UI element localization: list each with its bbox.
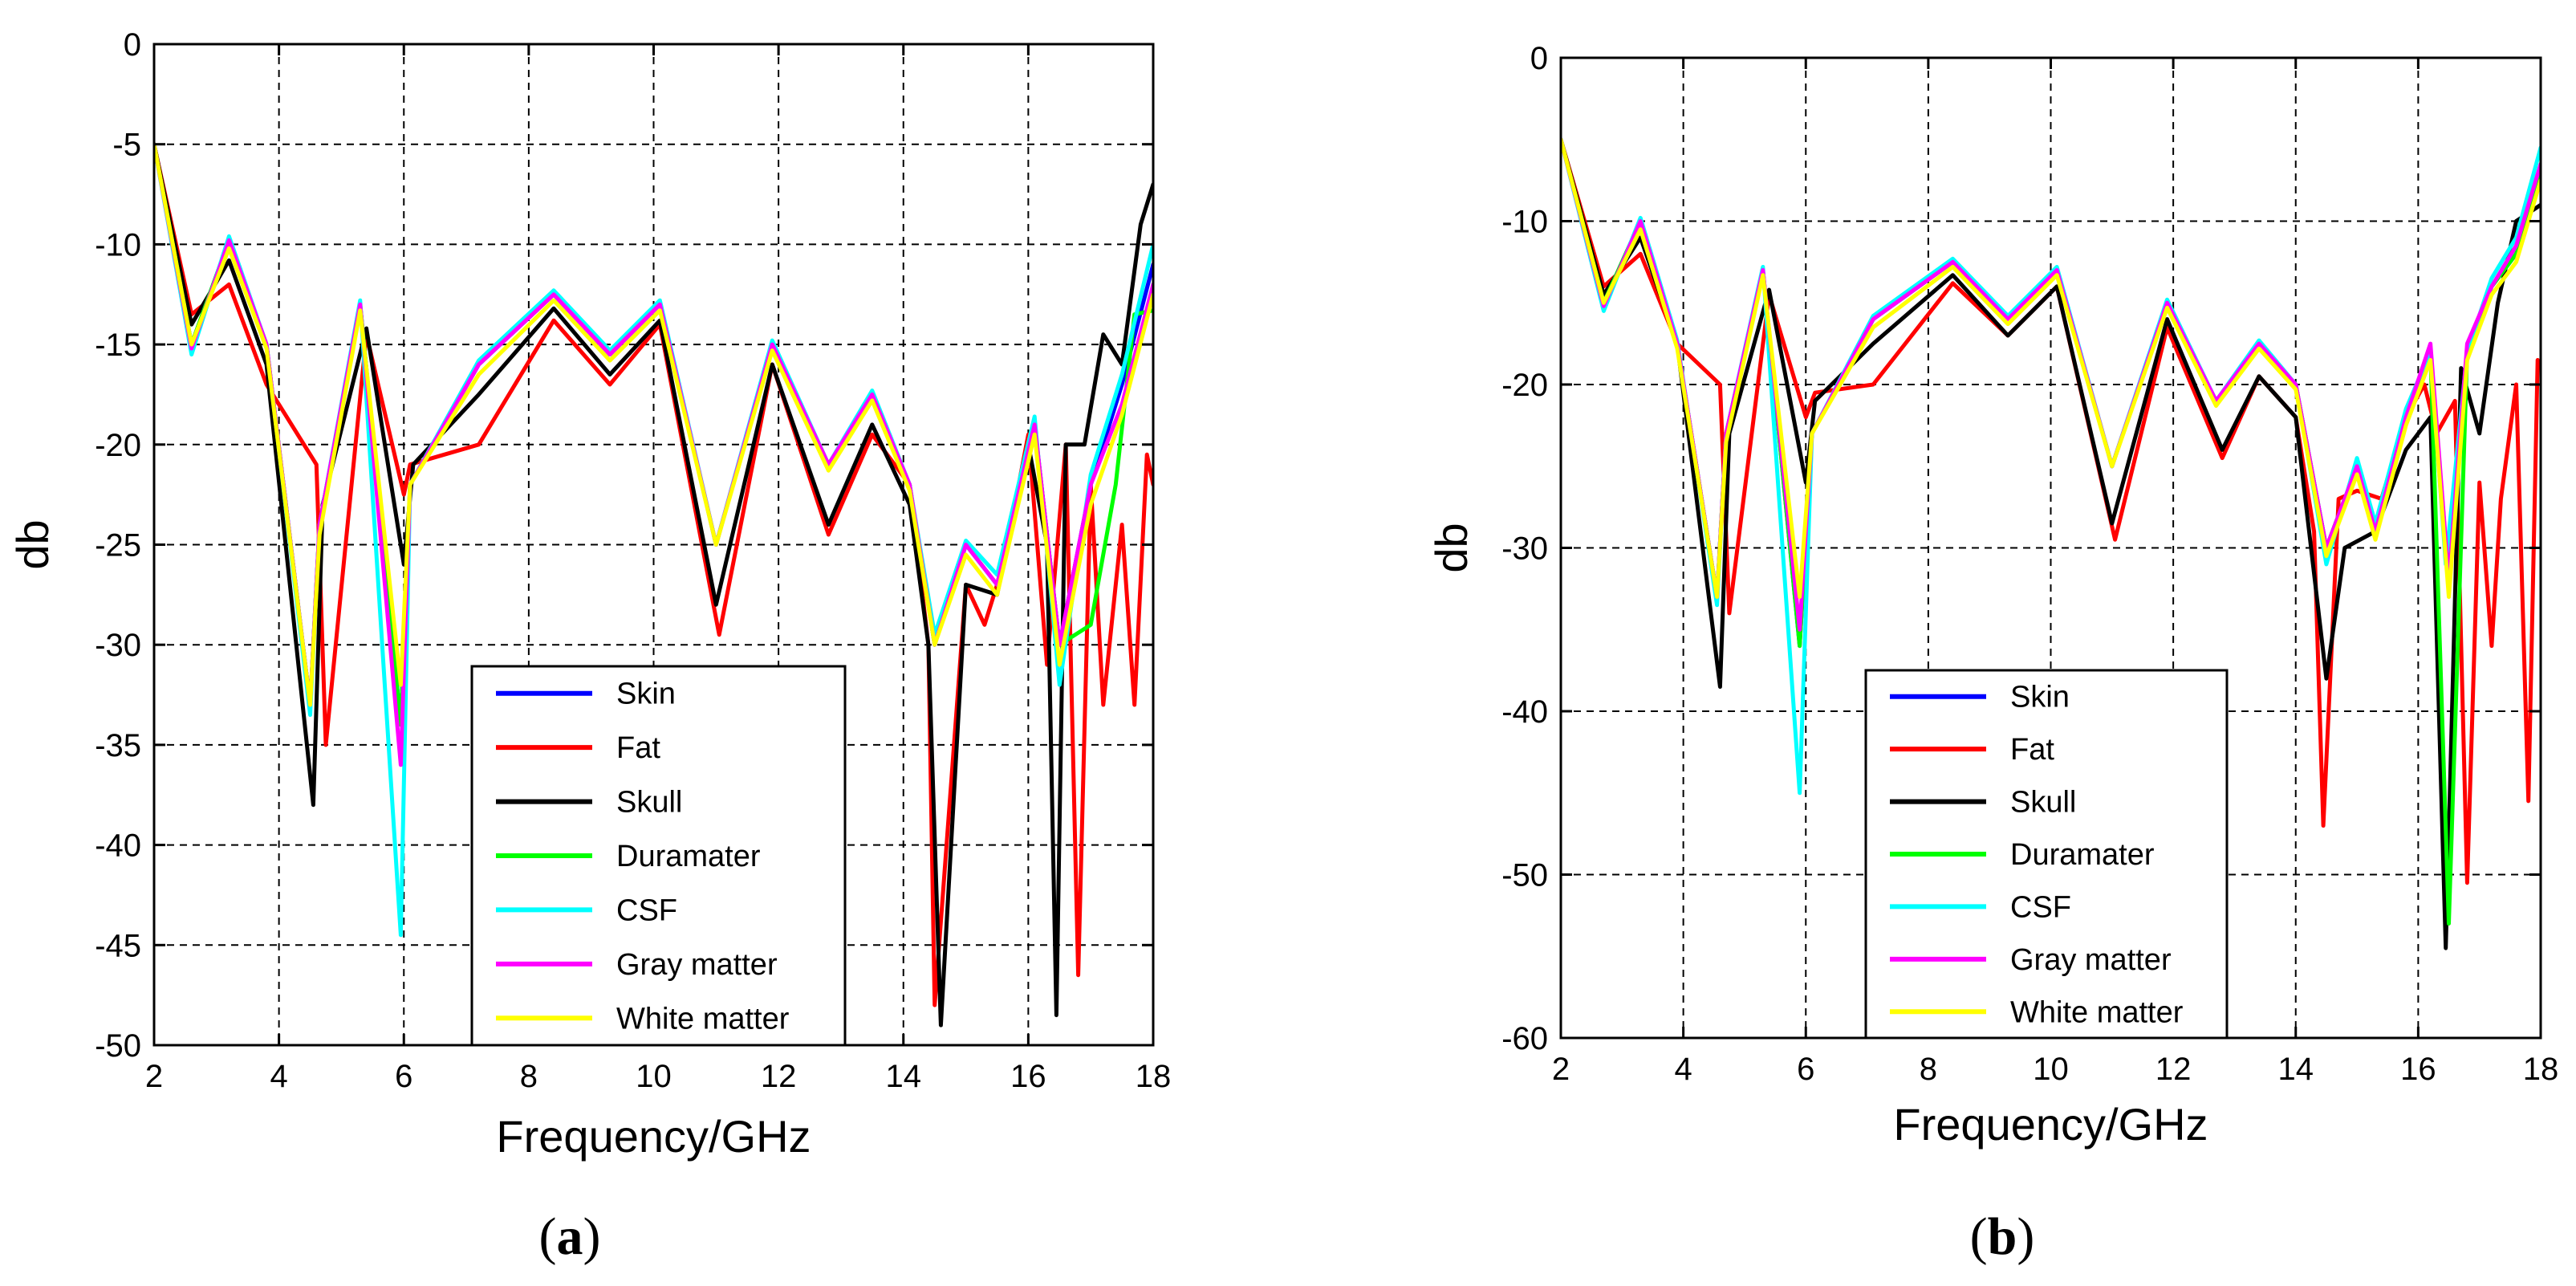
legend-item: Duramater	[1890, 838, 2155, 872]
legend-label: White matter	[2010, 995, 2184, 1029]
series-group	[154, 142, 1153, 1028]
y-tick-label: -5	[112, 128, 141, 163]
x-tick-label: 6	[395, 1059, 412, 1094]
x-tick-label: 10	[2033, 1052, 2069, 1087]
legend-item: CSF	[1890, 890, 2071, 924]
y-tick-label: -20	[95, 428, 141, 463]
x-tick-label: 18	[2523, 1052, 2559, 1087]
x-tick-label: 8	[520, 1059, 538, 1094]
legend-label: White matter	[616, 1002, 790, 1036]
legend-label: CSF	[2010, 890, 2071, 924]
legend-label: Skin	[2010, 681, 2070, 714]
x-tick-label: 2	[1552, 1052, 1570, 1087]
y-tick-label: 0	[1530, 41, 1548, 76]
legend-item: Skull	[1890, 786, 2076, 820]
legend-item: Fat	[1890, 733, 2054, 767]
series-line-white-matter	[1561, 137, 2541, 599]
y-tick-label: -35	[95, 728, 141, 763]
x-tick-label: 2	[145, 1059, 163, 1094]
chart-a: 2 4 6 8 10 12 14 16 18 0 -5 -10 -15 -20 -25 -30 -35 -40 -4…	[7, 27, 1171, 1162]
y-tick-label: -50	[95, 1028, 141, 1064]
legend-item: Skin	[1890, 681, 2070, 714]
y-tick-label: -30	[95, 628, 141, 663]
y-tick-label: -60	[1501, 1021, 1548, 1056]
legend: Skin Fat Skull Duramater CSF Gray matter White…	[1864, 669, 2229, 1040]
legend-label: Duramater	[616, 840, 761, 873]
y-tick-label: -45	[95, 928, 141, 963]
legend-item: Fat	[496, 731, 660, 765]
series-line-white-matter	[154, 142, 1153, 707]
x-axis-label: Frequency/GHz	[496, 1111, 811, 1162]
y-tick-label: -10	[95, 227, 141, 262]
legend-item: Skin	[496, 678, 676, 711]
legend-label: Gray matter	[616, 948, 778, 982]
x-tick-label: 14	[2278, 1052, 2314, 1087]
x-tick-label: 18	[1136, 1059, 1172, 1094]
x-tick-label: 6	[1797, 1052, 1814, 1087]
x-tick-label: 4	[270, 1059, 288, 1094]
y-tick-label: -40	[1501, 694, 1548, 730]
panel-label-b: (b)	[1970, 1207, 2035, 1266]
svg-text:(b): (b)	[1970, 1207, 2035, 1266]
panel-b-letter: b	[1988, 1207, 2017, 1266]
y-tick-label: -10	[1501, 205, 1548, 240]
legend-label: Skin	[616, 678, 676, 711]
series-line-fat	[154, 142, 1153, 1007]
x-axis-label: Frequency/GHz	[1893, 1099, 2208, 1150]
legend-item: Gray matter	[496, 948, 778, 982]
x-tick-label: 16	[2400, 1052, 2436, 1087]
x-tick-label: 4	[1675, 1052, 1692, 1087]
legend-item: CSF	[496, 893, 677, 927]
y-tick-label: -30	[1501, 531, 1548, 567]
panel-a-letter: a	[557, 1207, 583, 1266]
legend-item: Duramater	[496, 840, 761, 873]
series-line-skull	[1561, 137, 2541, 950]
panel-label-a: (a)	[539, 1207, 601, 1266]
x-tick-label: 8	[1920, 1052, 1937, 1087]
x-tick-label: 12	[761, 1059, 797, 1094]
legend-label: Fat	[2010, 733, 2054, 767]
y-tick-label: -50	[1501, 858, 1548, 893]
series-group	[1561, 137, 2541, 950]
y-tick-label: -25	[95, 528, 141, 564]
legend: Skin Fat Skull Duramater CSF Gray matter White…	[470, 665, 847, 1047]
y-tick-label: 0	[124, 27, 141, 63]
y-tick-label: -15	[95, 328, 141, 363]
y-tick-label: -20	[1501, 368, 1548, 403]
chart-b: 2 4 6 8 10 12 14 16 18 0 -10 -20 -30 -40 -50 -60 Frequen…	[1426, 41, 2558, 1150]
legend-item: White matter	[1890, 995, 2184, 1029]
legend-label: Fat	[616, 731, 660, 765]
legend-label: Skull	[2010, 786, 2076, 820]
x-tick-label: 12	[2155, 1052, 2192, 1087]
legend-label: Skull	[616, 786, 682, 820]
legend-item: Skull	[496, 786, 682, 820]
legend-label: Gray matter	[2010, 943, 2172, 977]
legend-label: Duramater	[2010, 838, 2155, 872]
y-axis-label: db	[7, 519, 58, 569]
x-tick-label: 10	[636, 1059, 672, 1094]
legend-item: Gray matter	[1890, 943, 2172, 977]
legend-item: White matter	[496, 1002, 790, 1036]
y-axis-label: db	[1426, 523, 1477, 572]
x-tick-label: 14	[886, 1059, 922, 1094]
legend-label: CSF	[616, 893, 677, 927]
svg-text:(a): (a)	[539, 1207, 601, 1266]
y-tick-label: -40	[95, 828, 141, 864]
x-tick-label: 16	[1010, 1059, 1046, 1094]
